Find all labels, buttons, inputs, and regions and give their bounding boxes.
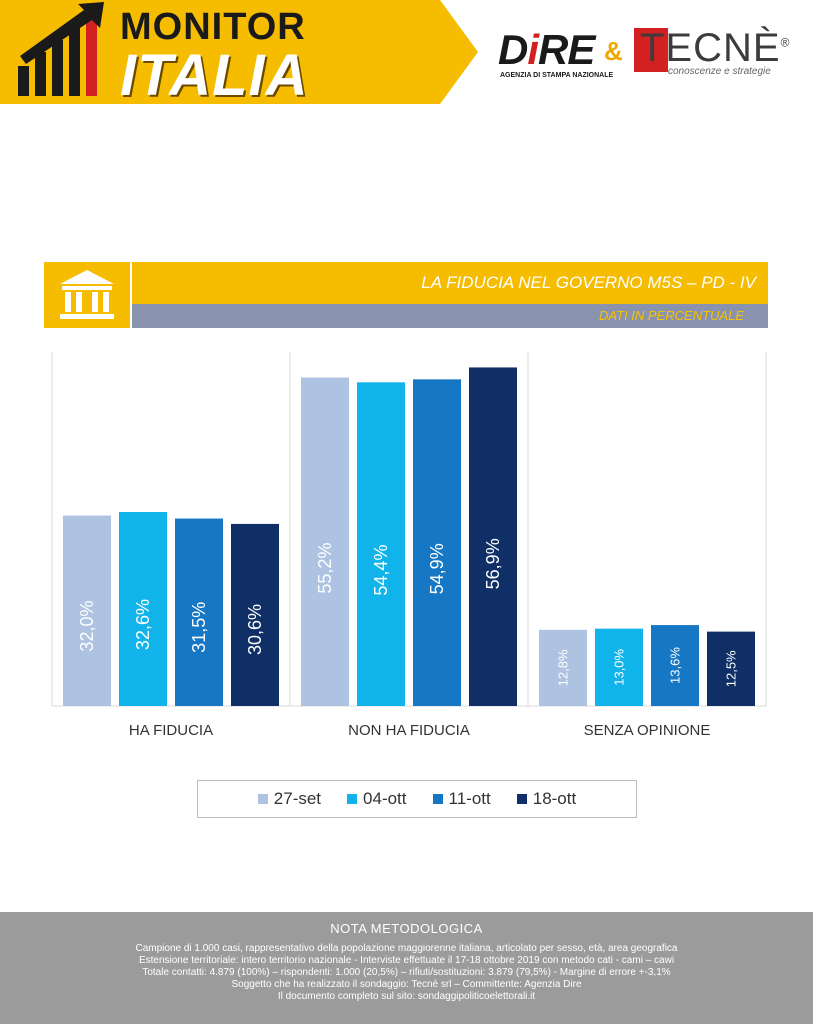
legend-item: 18-ott bbox=[516, 789, 577, 809]
legend-swatch bbox=[257, 794, 268, 804]
methodology-line: Soggetto che ha realizzato il sondaggio:… bbox=[231, 979, 582, 990]
bar-value-label: 30,6% bbox=[245, 604, 265, 655]
bar-value-label: 54,4% bbox=[371, 545, 391, 596]
brand-monitor-text: MONITOR bbox=[120, 6, 306, 48]
bar-value-label: 12,8% bbox=[556, 649, 571, 686]
monitor-italia-wordmark: MONITOR ITALIA bbox=[120, 0, 350, 108]
bar bbox=[413, 379, 461, 706]
bar bbox=[357, 382, 405, 706]
bar-value-label: 56,9% bbox=[483, 538, 503, 589]
tecne-red-square bbox=[634, 28, 668, 72]
chart-svg: 32,0% 32,6% 31,5% 30,6% HA FIDUCIA 55,2% 54,4%… bbox=[51, 352, 767, 739]
bar-value-label: 54,9% bbox=[427, 543, 447, 594]
legend-swatch bbox=[432, 794, 443, 804]
methodology-line: Estensione territoriale: intero territor… bbox=[138, 955, 675, 966]
header-banner bbox=[0, 0, 478, 104]
legend-swatch bbox=[347, 794, 358, 804]
legend-label: 27-set bbox=[273, 789, 322, 808]
chart-subtitle: DATI IN PERCENTUALE bbox=[599, 308, 744, 323]
legend-label: 04-ott bbox=[363, 789, 407, 808]
bar bbox=[119, 512, 167, 706]
bar-value-label: 32,6% bbox=[133, 599, 153, 650]
methodology-line: Campione di 1.000 casi, rappresentativo … bbox=[135, 943, 678, 954]
bar bbox=[175, 518, 223, 706]
methodology-line: Totale contatti: 4.879 (100%) – risponde… bbox=[142, 967, 671, 978]
title-band: LA FIDUCIA NEL GOVERNO M5S – PD - IV DAT… bbox=[44, 262, 768, 328]
bar bbox=[301, 377, 349, 706]
brand-italia-text: ITALIA bbox=[120, 43, 309, 108]
legend-label: 11-ott bbox=[448, 789, 491, 808]
government-building-icon bbox=[60, 270, 114, 319]
category-label: NON HA FIDUCIA bbox=[348, 722, 470, 739]
tecne-tagline: conoscenze e strategie bbox=[668, 66, 771, 77]
bar-value-label: 32,0% bbox=[77, 601, 97, 652]
bar bbox=[469, 367, 517, 706]
icon-box bbox=[44, 262, 130, 328]
bar bbox=[539, 629, 587, 706]
legend-item: 04-ott bbox=[347, 789, 407, 809]
bar-value-label: 12,5% bbox=[724, 650, 739, 687]
subtitle-bar: DATI IN PERCENTUALE bbox=[132, 304, 768, 328]
bar-chart: 32,0% 32,6% 31,5% 30,6% HA FIDUCIA 55,2% 54,4%… bbox=[0, 330, 813, 760]
bar-value-label: 55,2% bbox=[315, 543, 335, 594]
chart-title: LA FIDUCIA NEL GOVERNO M5S – PD - IV bbox=[421, 273, 756, 292]
bar-value-label: 31,5% bbox=[189, 602, 209, 653]
bar-value-label: 13,6% bbox=[668, 647, 683, 684]
tecne-logo: TECNÈ® conoscenze e strategie bbox=[634, 26, 804, 86]
bar-value-label: 13,0% bbox=[612, 648, 627, 685]
methodology-note: NOTA METODOLOGICA Campione di 1.000 casi… bbox=[0, 912, 813, 1024]
bar bbox=[595, 628, 643, 706]
dire-logo: DiRE AGENZIA DI STAMPA NAZIONALE bbox=[498, 26, 613, 86]
category-label: SENZA OPINIONE bbox=[584, 722, 711, 739]
ampersand: & bbox=[604, 36, 623, 66]
legend-swatch bbox=[516, 794, 527, 804]
category-label: HA FIDUCIA bbox=[129, 722, 213, 739]
chart-legend: 27-set 04-ott 11-ott 18-ott bbox=[197, 780, 637, 818]
methodology-line: Il documento completo sul sito: sondaggi… bbox=[277, 991, 536, 1002]
bar bbox=[63, 515, 111, 706]
bar bbox=[231, 523, 279, 706]
tecne-wordmark: TECNÈ® bbox=[640, 26, 791, 70]
title-bar: LA FIDUCIA NEL GOVERNO M5S – PD - IV bbox=[132, 262, 768, 304]
dire-wordmark: DiRE bbox=[498, 26, 595, 73]
methodology-lines: Campione di 1.000 casi, rappresentativo … bbox=[0, 943, 813, 1003]
legend-item: 11-ott bbox=[432, 789, 491, 809]
bar bbox=[707, 631, 755, 706]
legend-item: 27-set bbox=[257, 789, 322, 809]
dire-tagline: AGENZIA DI STAMPA NAZIONALE bbox=[500, 72, 614, 79]
methodology-title: NOTA METODOLOGICA bbox=[330, 921, 483, 936]
legend-label: 18-ott bbox=[532, 789, 577, 808]
growth-chart-logo-icon bbox=[18, 2, 104, 96]
bar bbox=[651, 625, 699, 706]
